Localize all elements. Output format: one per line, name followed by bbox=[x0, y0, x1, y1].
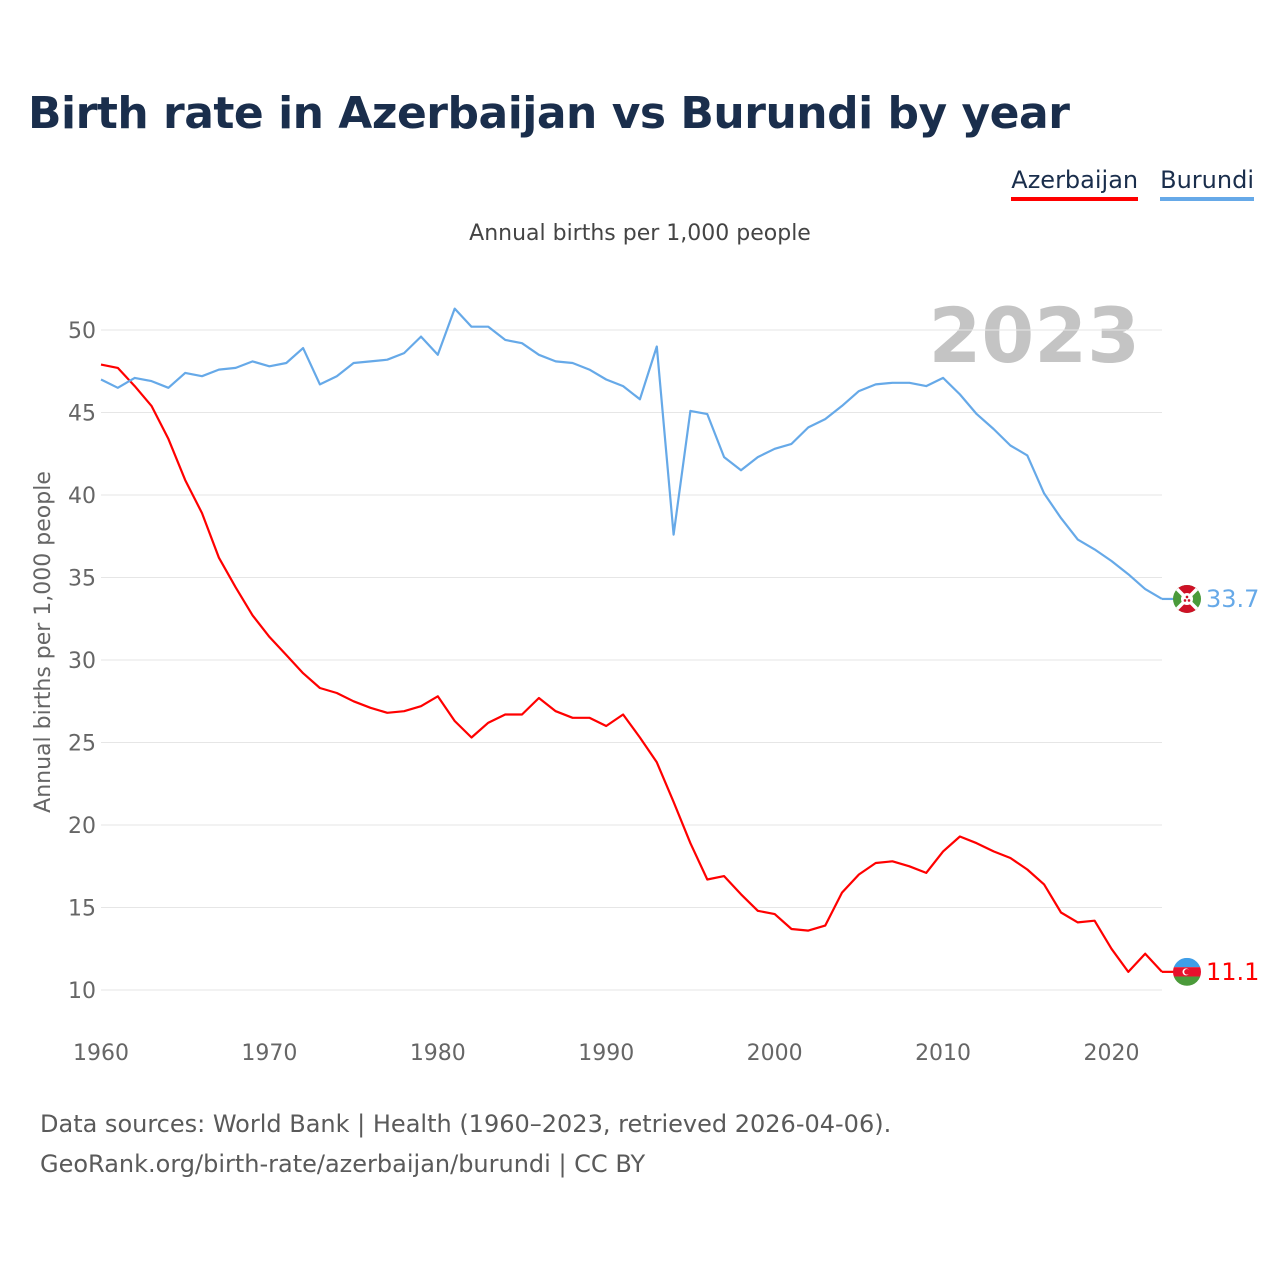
legend-item-azerbaijan[interactable]: Azerbaijan bbox=[1011, 166, 1139, 201]
x-tick-label: 2000 bbox=[747, 1041, 803, 1066]
grid-lines bbox=[101, 329, 1162, 991]
y-tick-label: 50 bbox=[68, 319, 96, 344]
legend-item-burundi[interactable]: Burundi bbox=[1160, 166, 1254, 201]
x-axis-ticks: 1960 1970 1980 1990 2000 2010 2020 bbox=[73, 1041, 1139, 1066]
x-tick-label: 1990 bbox=[578, 1041, 634, 1066]
y-tick-label: 10 bbox=[68, 979, 96, 1004]
footer-url[interactable]: GeoRank.org/birth-rate/azerbaijan/burund… bbox=[40, 1150, 646, 1178]
series-line-azerbaijan bbox=[100, 363, 1163, 974]
chart-subtitle: Annual births per 1,000 people bbox=[469, 221, 811, 246]
y-tick-label: 30 bbox=[68, 649, 96, 674]
y-axis-label: Annual births per 1,000 people bbox=[31, 471, 56, 813]
x-tick-label: 1980 bbox=[410, 1041, 466, 1066]
line-chart: Annual births per 1,000 people Annual bi… bbox=[31, 221, 1259, 1066]
x-tick-label: 2010 bbox=[915, 1041, 971, 1066]
x-tick-label: 2020 bbox=[1083, 1041, 1139, 1066]
footer: Data sources: World Bank | Health (1960–… bbox=[40, 1104, 891, 1184]
footer-source: Data sources: World Bank | Health (1960–… bbox=[40, 1110, 892, 1138]
x-tick-label: 1960 bbox=[73, 1041, 129, 1066]
flag-icon-azerbaijan bbox=[1173, 957, 1201, 986]
y-tick-label: 45 bbox=[68, 402, 96, 427]
legend: Azerbaijan Burundi bbox=[1011, 166, 1254, 201]
flag-icon-burundi bbox=[1173, 584, 1201, 613]
x-tick-label: 1970 bbox=[241, 1041, 297, 1066]
y-tick-label: 35 bbox=[68, 567, 96, 592]
y-tick-label: 40 bbox=[68, 484, 96, 509]
series-lines bbox=[100, 307, 1163, 974]
y-axis-ticks: 10 15 20 25 30 35 40 45 50 bbox=[68, 319, 96, 1004]
series-line-burundi bbox=[100, 307, 1163, 600]
chart-title: Birth rate in Azerbaijan vs Burundi by y… bbox=[28, 88, 1070, 139]
y-tick-label: 15 bbox=[68, 897, 96, 922]
y-tick-label: 20 bbox=[68, 814, 96, 839]
end-value-label-azerbaijan: 11.1 bbox=[1206, 958, 1259, 986]
series-end-markers: 11.1 33.7 bbox=[1162, 584, 1259, 986]
year-indicator: 2023 bbox=[928, 291, 1140, 380]
y-tick-label: 25 bbox=[68, 732, 96, 757]
end-value-label-burundi: 33.7 bbox=[1206, 585, 1259, 613]
